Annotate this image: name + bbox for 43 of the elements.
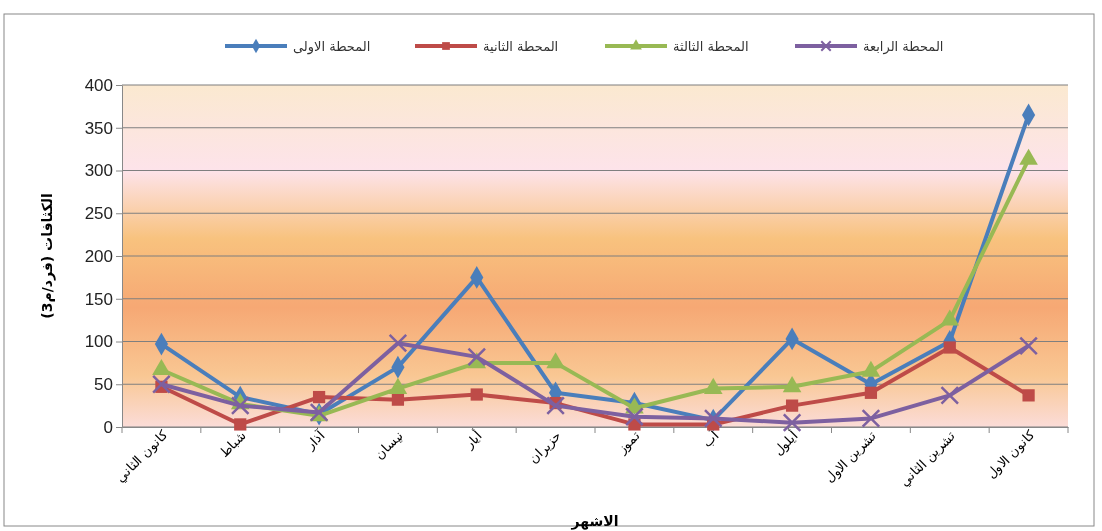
x-tick-label: حزيران [525, 427, 565, 468]
x-tick-label: أيلول [769, 427, 802, 459]
point [470, 388, 483, 401]
x-tick-label: تموز [613, 427, 644, 458]
point [1019, 336, 1039, 356]
y-tick-label: 0 [103, 417, 113, 437]
x-tick-label: آذار [301, 426, 329, 454]
point [861, 408, 881, 428]
point [151, 374, 171, 394]
x-tick-label: كانون الاول [983, 427, 1039, 482]
y-tick-label: 150 [84, 289, 113, 309]
point [546, 396, 566, 416]
point [940, 385, 960, 405]
point [388, 333, 408, 353]
y-axis-title: الكثافات (فرد/م3) [39, 193, 56, 319]
point [1022, 389, 1035, 402]
x-tick-label: تشرين الاول [821, 427, 881, 487]
point [391, 393, 405, 406]
y-tick-label: 300 [84, 161, 113, 181]
legend-label: المحطة الثانية [483, 39, 559, 54]
x-tick-label: نيسان [371, 427, 407, 463]
legend-label: المحطة الثالثة [673, 39, 749, 54]
legend-label: المحطة الاولى [293, 39, 371, 55]
x-tick-label: أيار [460, 427, 486, 453]
y-tick-label: 100 [84, 332, 113, 352]
y-tick-label: 250 [84, 204, 113, 224]
point [864, 386, 878, 399]
y-tick-label: 350 [84, 118, 113, 138]
y-tick-label: 400 [84, 75, 113, 95]
legend-label: المحطة الرابعة [863, 39, 944, 55]
x-tick-label: تشرين الثاني [896, 427, 959, 490]
y-tick-label: 200 [84, 246, 113, 266]
point [230, 396, 250, 416]
point [785, 399, 799, 412]
point [312, 390, 326, 404]
x-axis-title: الاشهر [570, 513, 619, 530]
x-tick-label: كانون الثاني [112, 427, 172, 486]
point [467, 347, 487, 367]
point [624, 407, 644, 427]
y-tick-label: 50 [94, 375, 113, 395]
point [943, 341, 956, 354]
x-tick-label: شباط [216, 427, 249, 461]
point [234, 418, 247, 431]
